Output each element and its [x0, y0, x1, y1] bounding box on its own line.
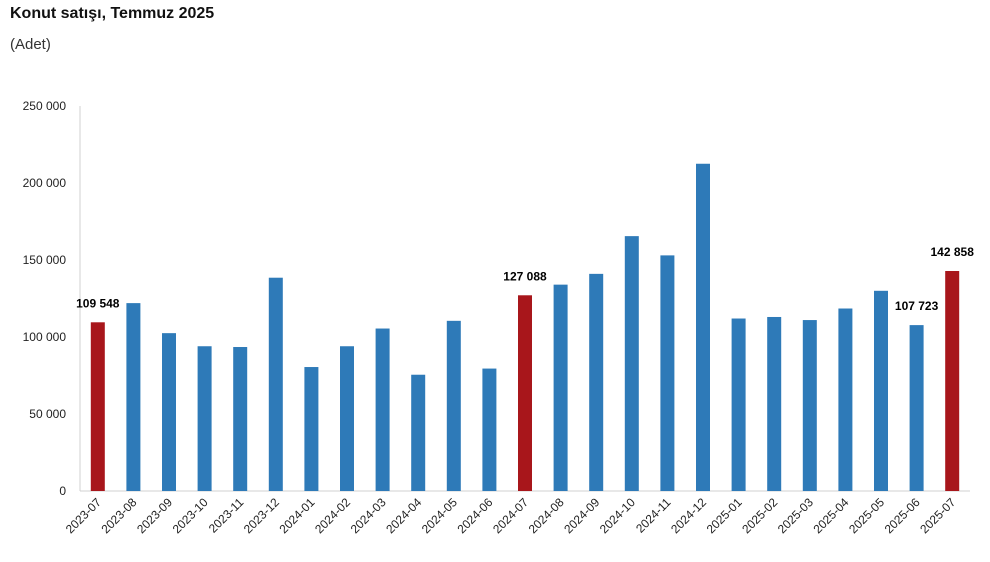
bar-2025-04 [838, 308, 853, 491]
x-tick-label: 2023-10 [170, 495, 211, 536]
bar-2024-06 [482, 368, 497, 491]
bar-2023-07 [90, 322, 105, 491]
y-tick-label: 150 000 [23, 253, 67, 267]
x-tick-label: 2024-01 [276, 495, 317, 536]
chart-subtitle: (Adet) [10, 36, 51, 53]
x-tick-label: 2024-09 [561, 495, 602, 536]
bar-2024-11 [660, 255, 675, 491]
y-tick-label: 100 000 [23, 330, 67, 344]
x-tick-label: 2024-11 [633, 495, 674, 536]
data-label: 127 088 [503, 269, 547, 283]
x-tick-label: 2025-05 [846, 495, 887, 536]
x-tick-label: 2023-09 [134, 495, 175, 536]
x-tick-label: 2024-12 [668, 495, 709, 536]
x-tick-label: 2024-05 [419, 495, 460, 536]
x-tick-label: 2024-04 [383, 495, 424, 536]
x-tick-label: 2023-11 [206, 495, 247, 536]
bar-2024-04 [411, 374, 426, 491]
bar-2024-08 [553, 284, 568, 491]
x-tick-label: 2023-07 [63, 495, 104, 536]
x-tick-label: 2025-02 [739, 495, 780, 536]
bar-2024-03 [375, 328, 390, 491]
x-tick-label: 2023-12 [241, 495, 282, 536]
bar-2025-01 [731, 318, 746, 491]
x-tick-label: 2023-08 [98, 495, 139, 536]
x-tick-label: 2024-06 [454, 495, 495, 536]
bar-2023-10 [197, 346, 212, 491]
bar-2024-01 [304, 367, 319, 491]
chart-title: Konut satışı, Temmuz 2025 [10, 5, 215, 22]
bar-2023-12 [268, 277, 283, 491]
bar-2023-09 [162, 333, 176, 491]
bar-2024-02 [340, 346, 354, 491]
x-tick-label: 2024-10 [597, 495, 638, 536]
x-tick-label: 2025-01 [704, 495, 745, 536]
bar-2024-10 [624, 236, 639, 491]
x-tick-label: 2025-07 [917, 495, 958, 536]
x-tick-label: 2024-02 [312, 495, 353, 536]
bar-2024-07 [518, 295, 532, 491]
y-tick-label: 0 [59, 484, 66, 498]
x-tick-label: 2024-07 [490, 495, 531, 536]
bar-2023-11 [233, 347, 248, 491]
y-tick-label: 200 000 [23, 176, 67, 190]
bar-2025-03 [802, 320, 817, 491]
data-label: 109 548 [76, 296, 120, 310]
bar-2024-05 [446, 320, 461, 491]
data-label: 107 723 [895, 299, 939, 313]
bar-2025-06 [909, 325, 924, 491]
data-label: 142 858 [931, 245, 975, 259]
x-tick-label: 2024-08 [526, 495, 567, 536]
x-tick-label: 2024-03 [348, 495, 389, 536]
y-tick-label: 250 000 [23, 99, 67, 113]
y-tick-label: 50 000 [29, 407, 66, 421]
bar-2023-08 [126, 303, 141, 491]
x-tick-label: 2025-03 [775, 495, 816, 536]
bar-2024-12 [696, 163, 710, 491]
bar-2024-09 [589, 273, 604, 491]
bar-2025-07 [945, 270, 960, 491]
bar-2025-05 [874, 290, 888, 491]
bar-2025-02 [767, 316, 782, 491]
x-tick-label: 2025-06 [882, 495, 923, 536]
x-tick-label: 2025-04 [810, 495, 851, 536]
